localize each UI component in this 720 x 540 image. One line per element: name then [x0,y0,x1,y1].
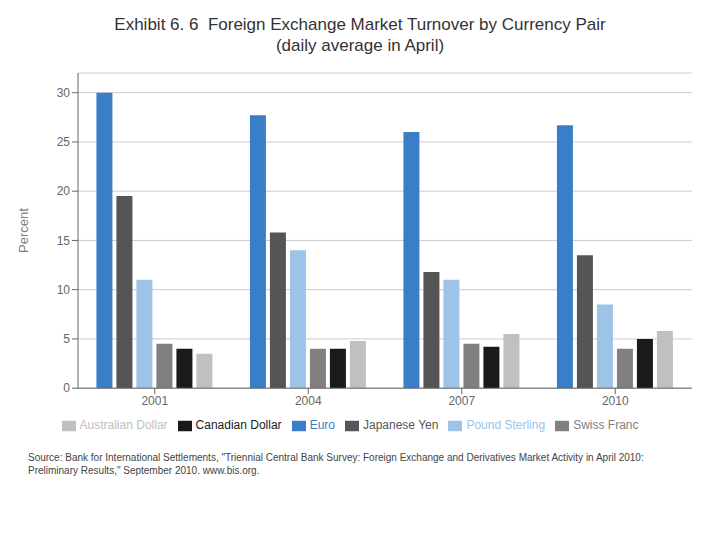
svg-text:Percent: Percent [16,207,31,252]
html-text:Exhibit 6. 6 Foreign Exchange: Exhibit 6. 6 Foreign Exchange Market Tur… [114,15,606,56]
svg-text:20: 20 [57,184,71,198]
svg-text:25: 25 [57,135,71,149]
svg-text:0: 0 [63,381,70,395]
html-text:Australian Dollar: Australian Dollar [79,417,168,432]
svg-text:10: 10 [57,282,71,296]
svg-text:2007: 2007 [448,393,475,407]
svg-text:2010: 2010 [602,393,629,407]
html-text:Pound Sterling: Pound Sterling [466,417,546,432]
svg-text:2004: 2004 [295,393,322,407]
svg-text:30: 30 [57,85,71,99]
html-text:Japanese Yen: Japanese Yen [363,417,439,432]
html-text:Euro: Euro [309,417,335,432]
svg-text:15: 15 [57,233,71,247]
html-text:Source: Bank for International: Source: Bank for International Settlemen… [28,451,644,476]
html-text:Canadian Dollar: Canadian Dollar [195,417,282,432]
svg-text:5: 5 [63,332,70,346]
svg-text:2001: 2001 [141,393,168,407]
html-text:Swiss Franc: Swiss Franc [573,417,639,432]
